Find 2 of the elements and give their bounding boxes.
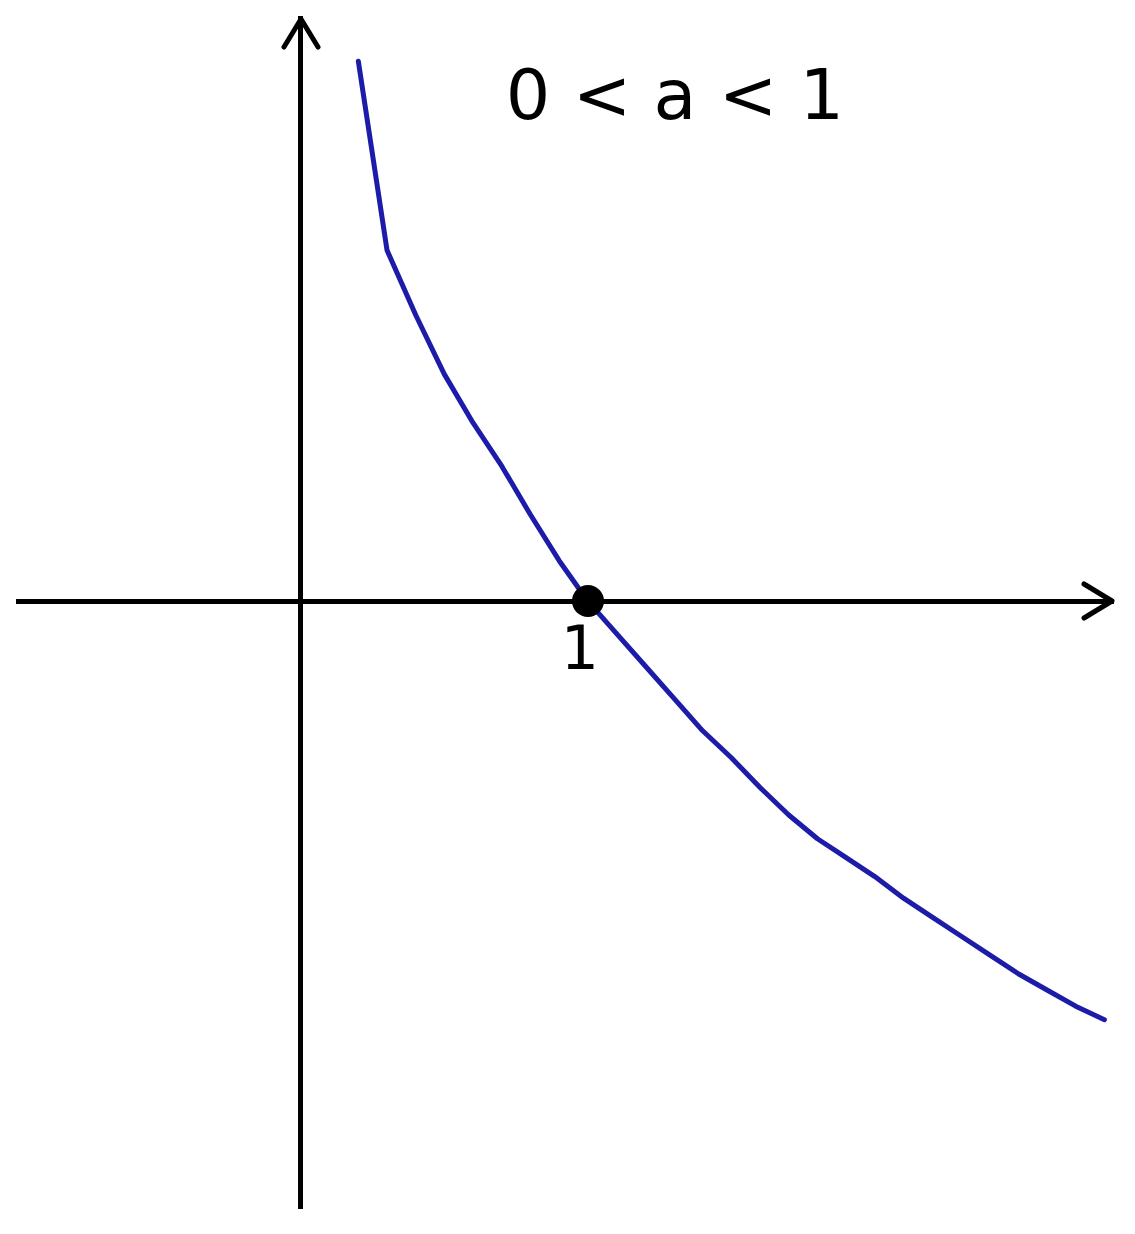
annotation: 0 < a < 1 <box>505 54 845 137</box>
annotation: 1 <box>560 612 599 683</box>
